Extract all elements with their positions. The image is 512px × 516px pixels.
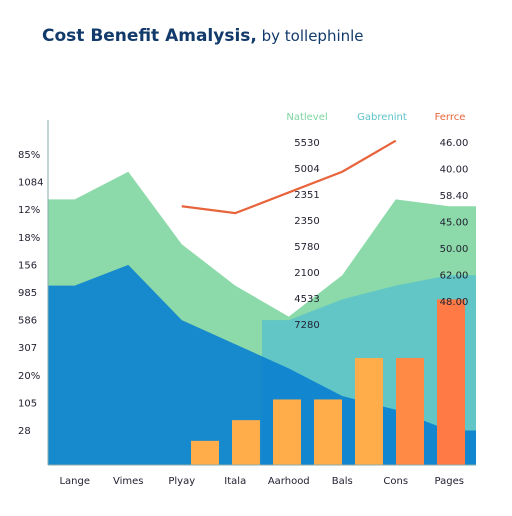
annotation: 2350 <box>294 216 319 227</box>
x-tick-label: Vimes <box>113 476 144 487</box>
annotation: 58.40 <box>440 191 469 202</box>
bar <box>396 358 424 465</box>
bar <box>232 420 260 465</box>
y-tick-label: 28 <box>18 426 31 437</box>
x-tick-label: Cons <box>383 476 408 487</box>
annotation: 62.00 <box>440 271 469 282</box>
annotation: 2351 <box>294 190 319 201</box>
annotation: 40.00 <box>440 165 469 176</box>
legend-label: Ferrce <box>435 112 466 123</box>
y-tick-label: 586 <box>18 316 37 327</box>
annotation: 7280 <box>294 320 319 331</box>
legend-label: Natlevel <box>286 112 327 123</box>
y-tick-label: 85% <box>18 150 40 161</box>
subtitle: by tollephinle <box>257 27 364 45</box>
y-tick-label: 12% <box>18 205 40 216</box>
bar <box>191 440 219 465</box>
bar <box>355 358 383 465</box>
bar <box>273 399 301 465</box>
x-tick-label: Plyay <box>168 476 195 487</box>
plot <box>48 139 476 465</box>
annotation: 5530 <box>294 138 319 149</box>
legend-label: Gabrenint <box>357 112 407 123</box>
y-tick-label: 105 <box>18 398 37 409</box>
annotation: 48.00 <box>440 297 469 308</box>
chart-title: Cost Benefit Amalysis, by tollephinle <box>42 26 364 46</box>
title: Cost Benefit Amalysis, <box>42 26 257 46</box>
annotation: 4533 <box>294 294 319 305</box>
x-tick-label: Bals <box>332 476 353 487</box>
annotation: 50.00 <box>440 244 469 255</box>
bar <box>314 399 342 465</box>
x-tick-label: Lange <box>59 476 90 487</box>
y-tick-label: 985 <box>18 288 37 299</box>
annotation: 5004 <box>294 164 319 175</box>
annotation: 2100 <box>294 268 319 279</box>
y-tick-label: 1084 <box>18 178 43 189</box>
annotation: 5780 <box>294 242 319 253</box>
annotation: 45.00 <box>440 218 469 229</box>
x-tick-label: Pages <box>435 476 464 487</box>
bar <box>437 299 465 465</box>
x-tick-label: Itala <box>224 476 246 487</box>
x-tick-label: Aarhood <box>268 476 310 487</box>
annotation: 46.00 <box>440 138 469 149</box>
y-tick-label: 18% <box>18 233 40 244</box>
line <box>181 139 397 215</box>
y-tick-label: 156 <box>18 260 37 271</box>
y-tick-label: 20% <box>18 371 40 382</box>
y-tick-label: 307 <box>18 343 37 354</box>
